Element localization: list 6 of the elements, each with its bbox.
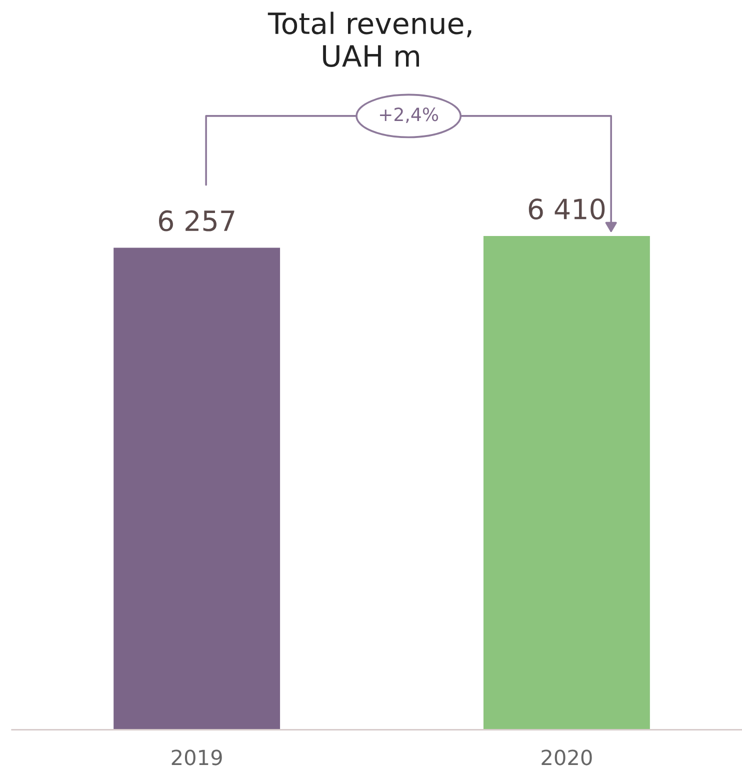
x-tick-label: 2019 bbox=[172, 750, 222, 766]
x-tick-label: 2020 bbox=[542, 750, 592, 766]
text: +2,4% bbox=[380, 108, 438, 124]
chart-title: Total revenue, UAH m bbox=[268, 12, 472, 67]
data-label: 6 410 bbox=[528, 198, 605, 220]
data-label: 6 257 bbox=[158, 210, 234, 232]
